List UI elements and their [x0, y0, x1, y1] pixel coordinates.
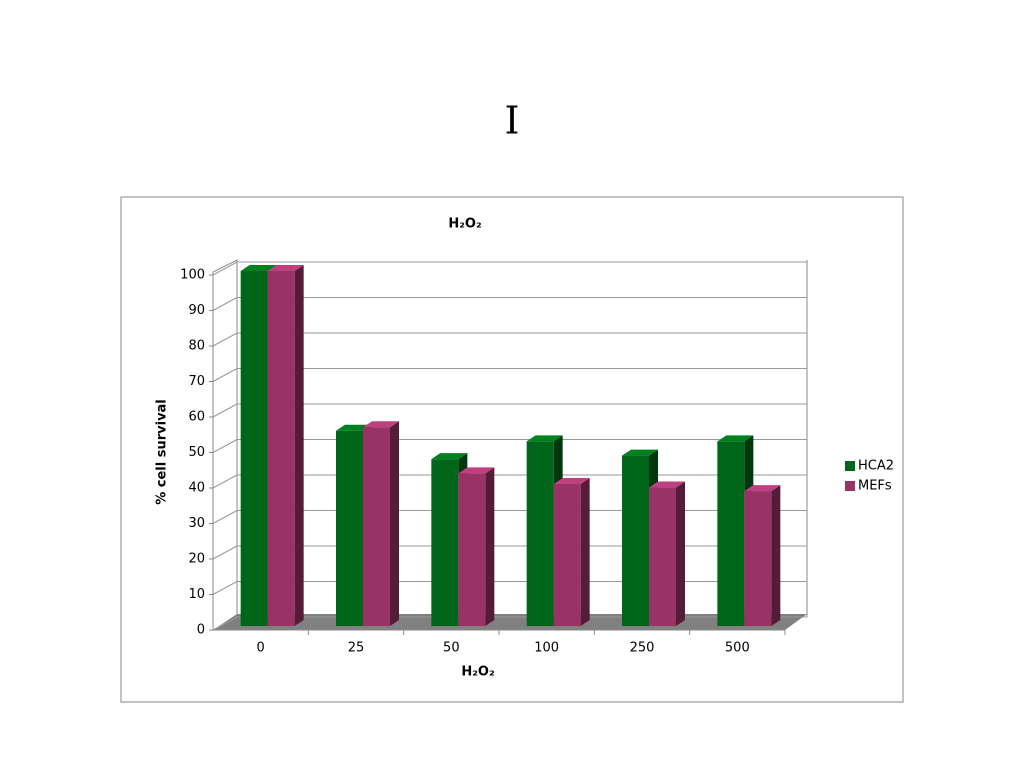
grid-line [212, 261, 238, 276]
grid-line [212, 510, 238, 524]
bar-side [771, 485, 781, 626]
grid-line [212, 368, 238, 382]
grid-line [212, 545, 238, 560]
grid-line [212, 439, 238, 453]
legend-label: HCA2 [858, 459, 894, 474]
x-tick-label: 500 [725, 641, 750, 656]
y-tick-label: 90 [188, 303, 205, 318]
bar-side [390, 421, 399, 626]
x-tick-label: 50 [443, 641, 460, 656]
bar-top [717, 435, 754, 442]
x-tick-label: 100 [534, 641, 559, 656]
bar [649, 487, 676, 626]
bar-top [553, 478, 590, 484]
y-tick-label: 100 [180, 268, 205, 283]
y-tick-label: 60 [188, 410, 205, 425]
bar-top [526, 435, 563, 442]
grid-line [212, 581, 238, 595]
grid-line [212, 403, 238, 418]
y-tick-label: 20 [188, 552, 205, 567]
grid-line [212, 332, 238, 347]
bar-top [744, 485, 781, 492]
bar-side [580, 478, 590, 626]
bar [431, 459, 459, 626]
y-tick-label: 10 [188, 587, 205, 602]
y-tick-label: 80 [188, 339, 205, 354]
bar-top [363, 421, 399, 428]
bar [526, 441, 554, 626]
bar [240, 271, 268, 626]
legend-swatch [845, 481, 855, 491]
y-tick-label: 40 [188, 481, 205, 496]
chart-title: H₂O₂ [448, 217, 481, 232]
bar-top [267, 265, 304, 271]
x-tick-label: 0 [257, 641, 265, 656]
x-tick-label: 250 [630, 641, 655, 656]
y-tick-label: 70 [188, 374, 205, 389]
side-wall [212, 259, 238, 630]
bar [553, 484, 581, 626]
legend-swatch [845, 461, 855, 471]
bar [744, 491, 772, 626]
legend-label: MEFs [858, 479, 892, 494]
x-tick-label: 25 [348, 641, 365, 656]
grid-line [212, 297, 238, 311]
bar-top [240, 265, 277, 271]
bar-side [294, 265, 304, 626]
bar-top [431, 453, 468, 460]
y-tick-label: 50 [188, 445, 205, 460]
bar [717, 441, 745, 626]
bar-top [458, 467, 495, 474]
panel-label: I [504, 99, 519, 143]
bar-top [649, 481, 685, 488]
bar [622, 455, 649, 626]
bar-side [676, 481, 685, 626]
y-axis-title: % cell survival [155, 399, 170, 505]
y-tick-label: 0 [197, 623, 205, 638]
bar [336, 430, 363, 626]
bar-top [622, 449, 658, 456]
bar [458, 473, 486, 626]
y-tick-label: 30 [188, 516, 205, 531]
bar-side [485, 467, 495, 626]
x-axis-title: H₂O₂ [461, 665, 494, 680]
bar [267, 271, 295, 626]
grid-line [212, 474, 238, 489]
bar [363, 427, 390, 626]
grid-line [212, 616, 238, 631]
